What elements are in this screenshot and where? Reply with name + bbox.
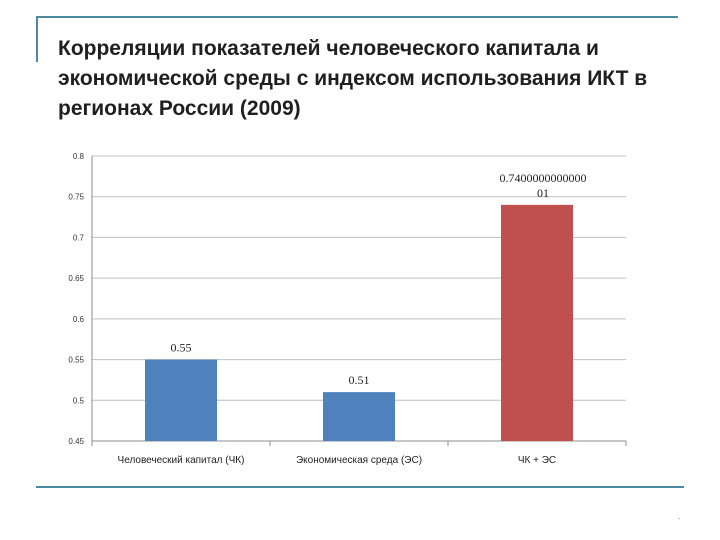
y-tick-label: 0.5 bbox=[73, 396, 85, 405]
y-tick-label: 0.75 bbox=[68, 193, 84, 202]
x-category-label: Экономическая среда (ЭС) bbox=[296, 455, 422, 466]
data-label: 0.7400000000000 bbox=[500, 171, 587, 185]
y-tick-label: 0.6 bbox=[73, 315, 85, 324]
data-label: 01 bbox=[537, 186, 549, 200]
footer-mark: . bbox=[678, 512, 681, 521]
data-label: 0.51 bbox=[349, 373, 370, 387]
x-category-label: Человеческий капитал (ЧК) bbox=[118, 455, 245, 466]
data-label: 0.55 bbox=[171, 341, 192, 355]
bar bbox=[145, 359, 217, 441]
y-tick-label: 0.8 bbox=[73, 152, 85, 161]
y-tick-label: 0.65 bbox=[68, 274, 84, 283]
frame-top-line bbox=[36, 16, 678, 18]
frame-bottom-line bbox=[36, 486, 684, 488]
bar bbox=[323, 392, 395, 441]
x-category-label: ЧК + ЭС bbox=[518, 455, 556, 466]
bar bbox=[501, 204, 573, 441]
y-tick-label: 0.45 bbox=[68, 437, 84, 446]
slide-title: Корреляции показателей человеческого кап… bbox=[58, 37, 648, 120]
y-tick-label: 0.55 bbox=[68, 356, 84, 365]
frame-left-line bbox=[36, 16, 38, 62]
y-tick-label: 0.7 bbox=[73, 233, 85, 242]
